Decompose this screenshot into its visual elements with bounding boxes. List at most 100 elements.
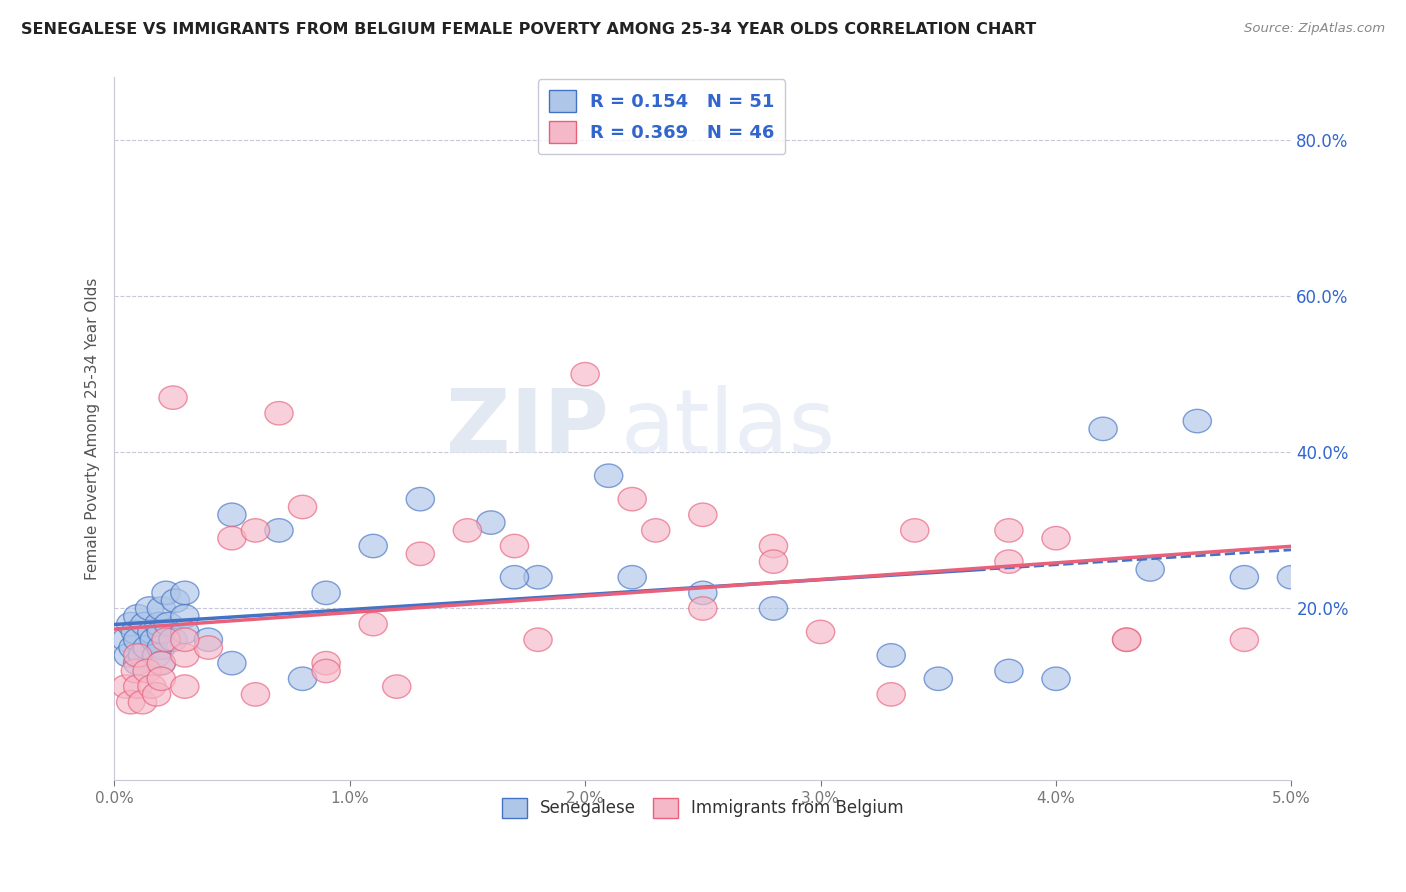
Ellipse shape (264, 401, 292, 425)
Ellipse shape (619, 487, 647, 511)
Ellipse shape (571, 362, 599, 386)
Ellipse shape (689, 597, 717, 620)
Ellipse shape (148, 620, 176, 644)
Legend: Senegalese, Immigrants from Belgium: Senegalese, Immigrants from Belgium (495, 791, 911, 825)
Ellipse shape (901, 518, 929, 542)
Ellipse shape (162, 589, 190, 613)
Text: atlas: atlas (620, 385, 835, 473)
Ellipse shape (120, 636, 148, 659)
Ellipse shape (264, 518, 292, 542)
Ellipse shape (477, 511, 505, 534)
Ellipse shape (689, 503, 717, 526)
Ellipse shape (382, 675, 411, 698)
Ellipse shape (170, 675, 200, 698)
Text: SENEGALESE VS IMMIGRANTS FROM BELGIUM FEMALE POVERTY AMONG 25-34 YEAR OLDS CORRE: SENEGALESE VS IMMIGRANTS FROM BELGIUM FE… (21, 22, 1036, 37)
Ellipse shape (145, 613, 173, 636)
Ellipse shape (1042, 667, 1070, 690)
Ellipse shape (218, 503, 246, 526)
Ellipse shape (148, 651, 176, 675)
Ellipse shape (288, 667, 316, 690)
Ellipse shape (1090, 417, 1118, 441)
Ellipse shape (406, 542, 434, 566)
Ellipse shape (242, 518, 270, 542)
Ellipse shape (134, 636, 162, 659)
Ellipse shape (142, 644, 170, 667)
Ellipse shape (155, 613, 183, 636)
Ellipse shape (1230, 628, 1258, 651)
Ellipse shape (128, 690, 156, 714)
Ellipse shape (194, 628, 222, 651)
Ellipse shape (124, 628, 152, 651)
Ellipse shape (148, 597, 176, 620)
Ellipse shape (1112, 628, 1140, 651)
Ellipse shape (148, 667, 176, 690)
Ellipse shape (112, 628, 141, 651)
Ellipse shape (121, 620, 149, 644)
Ellipse shape (124, 675, 152, 698)
Ellipse shape (312, 651, 340, 675)
Ellipse shape (170, 628, 200, 651)
Y-axis label: Female Poverty Among 25-34 Year Olds: Female Poverty Among 25-34 Year Olds (86, 277, 100, 580)
Ellipse shape (995, 550, 1024, 574)
Ellipse shape (501, 566, 529, 589)
Text: Source: ZipAtlas.com: Source: ZipAtlas.com (1244, 22, 1385, 36)
Ellipse shape (141, 628, 169, 651)
Ellipse shape (170, 620, 200, 644)
Ellipse shape (759, 597, 787, 620)
Ellipse shape (995, 659, 1024, 682)
Ellipse shape (619, 566, 647, 589)
Ellipse shape (124, 651, 152, 675)
Ellipse shape (877, 644, 905, 667)
Ellipse shape (142, 682, 170, 706)
Ellipse shape (138, 675, 166, 698)
Ellipse shape (138, 620, 166, 644)
Ellipse shape (117, 613, 145, 636)
Ellipse shape (995, 518, 1024, 542)
Ellipse shape (170, 605, 200, 628)
Ellipse shape (1136, 558, 1164, 582)
Ellipse shape (134, 659, 162, 682)
Ellipse shape (152, 582, 180, 605)
Ellipse shape (121, 659, 149, 682)
Ellipse shape (595, 464, 623, 487)
Ellipse shape (242, 682, 270, 706)
Ellipse shape (807, 620, 835, 644)
Ellipse shape (312, 659, 340, 682)
Ellipse shape (759, 534, 787, 558)
Ellipse shape (152, 628, 180, 651)
Ellipse shape (453, 518, 481, 542)
Ellipse shape (759, 550, 787, 574)
Ellipse shape (124, 644, 152, 667)
Ellipse shape (135, 597, 163, 620)
Ellipse shape (112, 675, 141, 698)
Ellipse shape (312, 582, 340, 605)
Ellipse shape (1042, 526, 1070, 550)
Ellipse shape (689, 582, 717, 605)
Ellipse shape (641, 518, 669, 542)
Ellipse shape (406, 487, 434, 511)
Ellipse shape (501, 534, 529, 558)
Ellipse shape (159, 386, 187, 409)
Ellipse shape (359, 613, 387, 636)
Ellipse shape (170, 582, 200, 605)
Ellipse shape (1112, 628, 1140, 651)
Ellipse shape (124, 605, 152, 628)
Ellipse shape (218, 526, 246, 550)
Ellipse shape (288, 495, 316, 518)
Ellipse shape (170, 644, 200, 667)
Ellipse shape (131, 613, 159, 636)
Ellipse shape (194, 636, 222, 659)
Ellipse shape (1184, 409, 1212, 433)
Ellipse shape (218, 651, 246, 675)
Ellipse shape (128, 644, 156, 667)
Ellipse shape (159, 628, 187, 651)
Ellipse shape (1230, 566, 1258, 589)
Ellipse shape (114, 644, 142, 667)
Text: ZIP: ZIP (446, 385, 609, 473)
Ellipse shape (117, 690, 145, 714)
Ellipse shape (924, 667, 952, 690)
Ellipse shape (148, 636, 176, 659)
Ellipse shape (148, 651, 176, 675)
Ellipse shape (1277, 566, 1306, 589)
Ellipse shape (524, 566, 553, 589)
